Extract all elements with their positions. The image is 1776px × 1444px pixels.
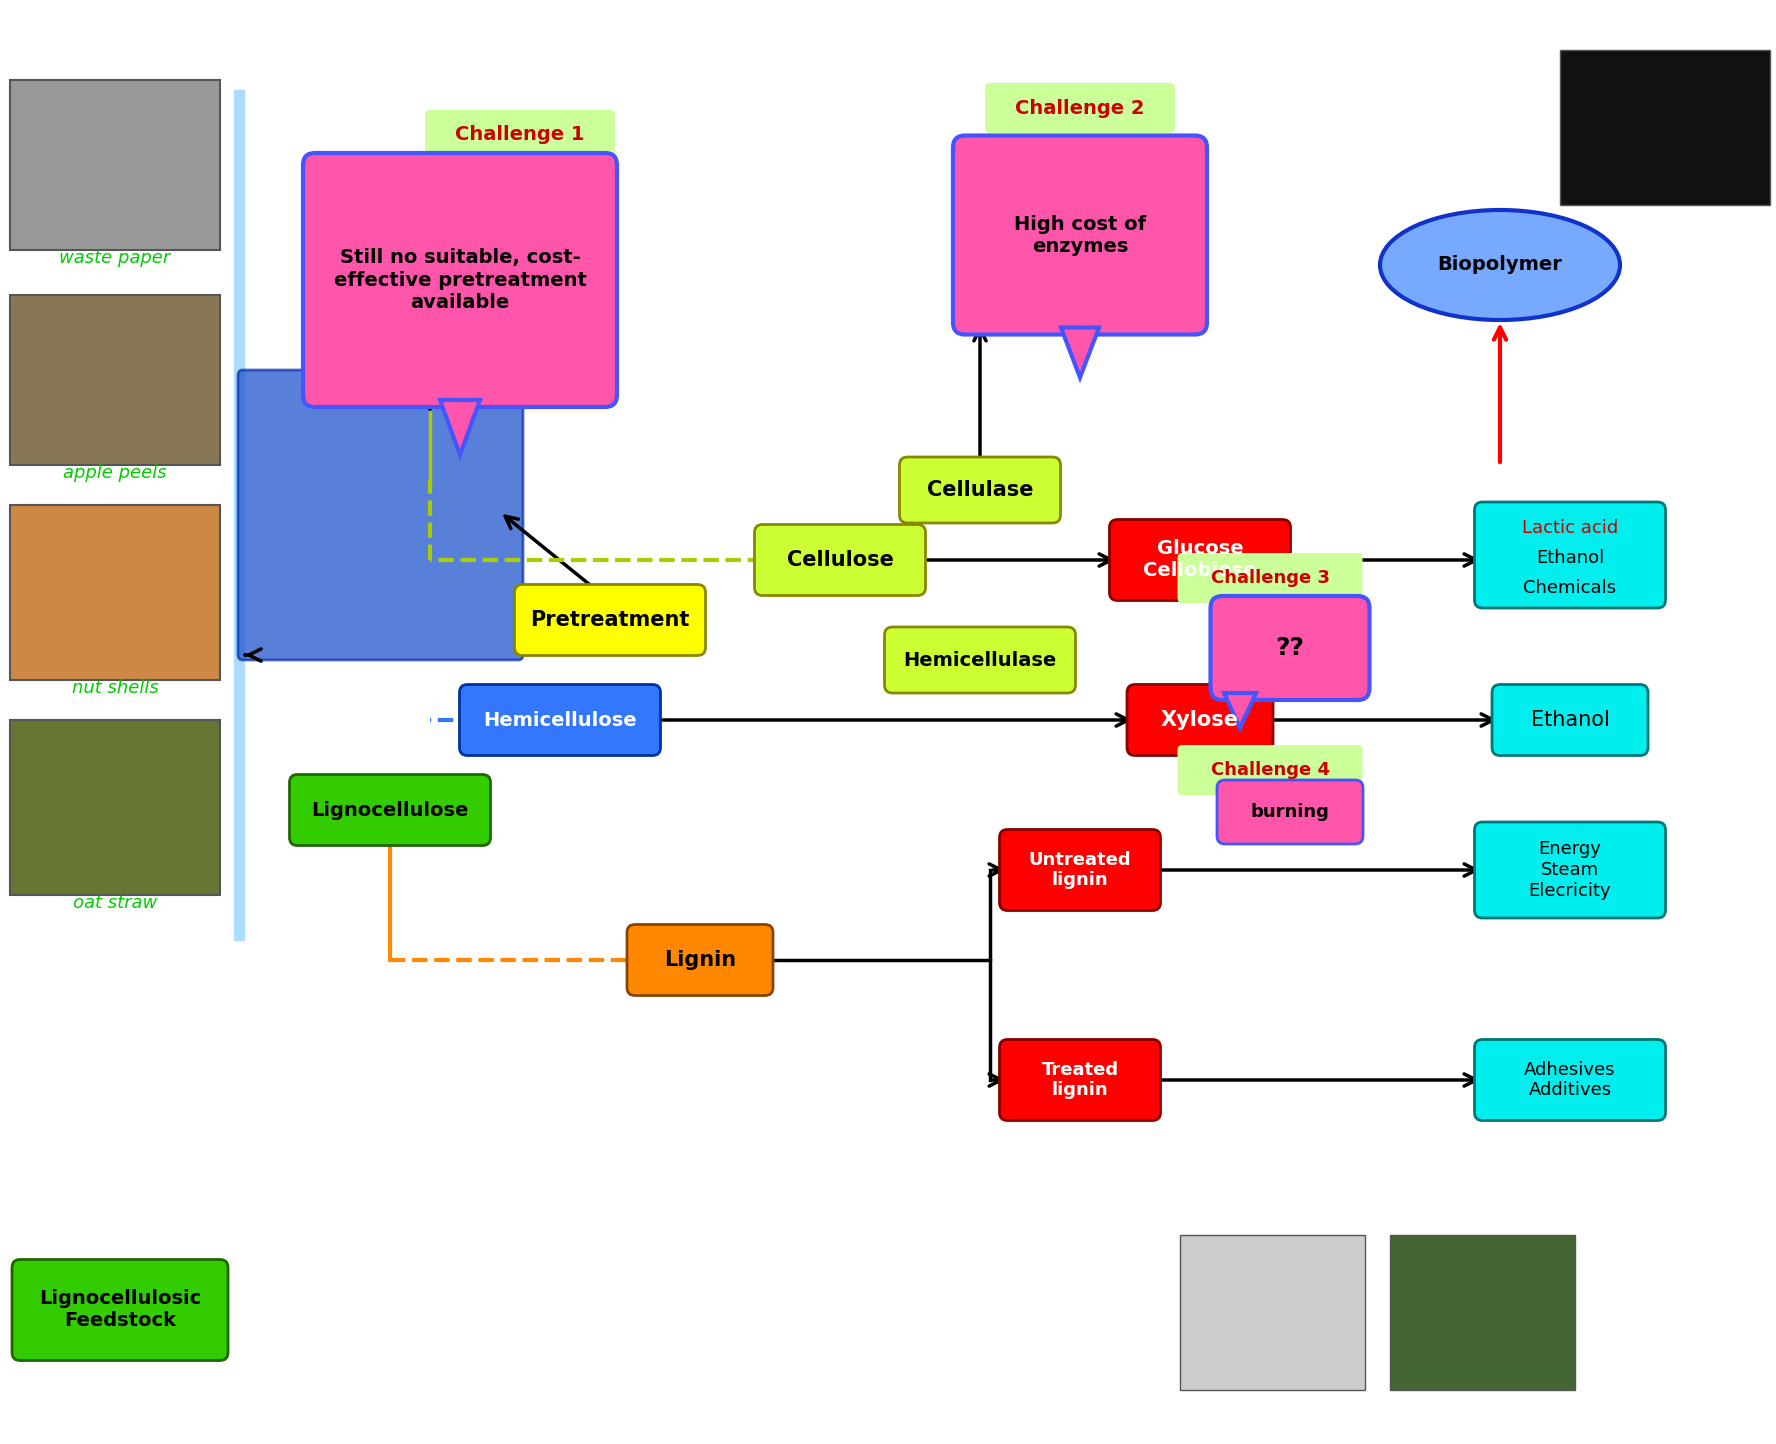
FancyBboxPatch shape: [1391, 1235, 1575, 1391]
FancyBboxPatch shape: [1559, 51, 1771, 205]
FancyBboxPatch shape: [1492, 684, 1648, 755]
FancyBboxPatch shape: [884, 627, 1076, 693]
Polygon shape: [1060, 328, 1099, 377]
Text: Hemicellulase: Hemicellulase: [904, 650, 1057, 670]
Ellipse shape: [1380, 209, 1620, 321]
FancyBboxPatch shape: [12, 1259, 227, 1360]
Text: Adhesives
Additives: Adhesives Additives: [1524, 1060, 1616, 1099]
FancyBboxPatch shape: [1474, 822, 1666, 918]
FancyBboxPatch shape: [424, 110, 614, 160]
Text: Cellulase: Cellulase: [927, 479, 1034, 500]
Text: ??: ??: [1275, 635, 1305, 660]
FancyBboxPatch shape: [11, 79, 220, 250]
Polygon shape: [1224, 693, 1256, 728]
Text: Lignocellulose: Lignocellulose: [311, 800, 469, 820]
Text: Ethanol: Ethanol: [1531, 710, 1609, 731]
Text: waste paper: waste paper: [59, 248, 170, 267]
Text: nut shells: nut shells: [71, 679, 158, 697]
FancyBboxPatch shape: [755, 524, 925, 595]
FancyBboxPatch shape: [238, 370, 522, 660]
Text: Cellulose: Cellulose: [787, 550, 893, 570]
FancyBboxPatch shape: [11, 721, 220, 895]
FancyBboxPatch shape: [954, 136, 1208, 335]
FancyBboxPatch shape: [899, 456, 1060, 523]
FancyBboxPatch shape: [460, 684, 661, 755]
FancyBboxPatch shape: [304, 153, 616, 407]
Text: High cost of
enzymes: High cost of enzymes: [1014, 215, 1146, 256]
Text: Chemicals: Chemicals: [1524, 579, 1616, 596]
FancyBboxPatch shape: [1177, 553, 1362, 604]
FancyBboxPatch shape: [1474, 1040, 1666, 1121]
Text: apple peels: apple peels: [64, 464, 167, 482]
Text: Pretreatment: Pretreatment: [531, 609, 689, 630]
Text: Lactic acid: Lactic acid: [1522, 518, 1618, 537]
Text: Still no suitable, cost-
effective pretreatment
available: Still no suitable, cost- effective pretr…: [334, 248, 586, 312]
FancyBboxPatch shape: [627, 924, 773, 995]
Text: Untreated
lignin: Untreated lignin: [1028, 851, 1131, 890]
Text: Glucose
Cellobiose: Glucose Cellobiose: [1144, 540, 1257, 580]
Text: Lignin: Lignin: [664, 950, 735, 970]
Text: Lignocellulosic
Feedstock: Lignocellulosic Feedstock: [39, 1289, 201, 1330]
FancyBboxPatch shape: [1177, 745, 1362, 796]
FancyBboxPatch shape: [515, 585, 705, 656]
Text: Treated
lignin: Treated lignin: [1041, 1060, 1119, 1099]
FancyBboxPatch shape: [1128, 684, 1273, 755]
Text: Ethanol: Ethanol: [1536, 549, 1604, 567]
Text: burning: burning: [1250, 803, 1330, 822]
FancyBboxPatch shape: [986, 82, 1176, 133]
FancyBboxPatch shape: [1000, 1040, 1160, 1121]
Polygon shape: [440, 400, 480, 455]
FancyBboxPatch shape: [1211, 596, 1369, 700]
FancyBboxPatch shape: [1000, 829, 1160, 911]
Text: oat straw: oat straw: [73, 894, 156, 913]
FancyBboxPatch shape: [1217, 780, 1362, 843]
FancyBboxPatch shape: [11, 295, 220, 465]
Text: Biopolymer: Biopolymer: [1437, 256, 1563, 274]
Text: Xylose: Xylose: [1162, 710, 1240, 731]
FancyBboxPatch shape: [1179, 1235, 1366, 1391]
Text: Energy
Steam
Elecricity: Energy Steam Elecricity: [1529, 840, 1611, 900]
FancyBboxPatch shape: [11, 505, 220, 680]
Text: Challenge 3: Challenge 3: [1211, 569, 1330, 588]
Text: Challenge 4: Challenge 4: [1211, 761, 1330, 778]
FancyBboxPatch shape: [1474, 503, 1666, 608]
FancyBboxPatch shape: [1110, 520, 1291, 601]
Text: Challenge 2: Challenge 2: [1016, 98, 1146, 117]
Text: Challenge 1: Challenge 1: [455, 126, 584, 144]
Text: Hemicellulose: Hemicellulose: [483, 710, 638, 729]
FancyBboxPatch shape: [289, 774, 490, 846]
